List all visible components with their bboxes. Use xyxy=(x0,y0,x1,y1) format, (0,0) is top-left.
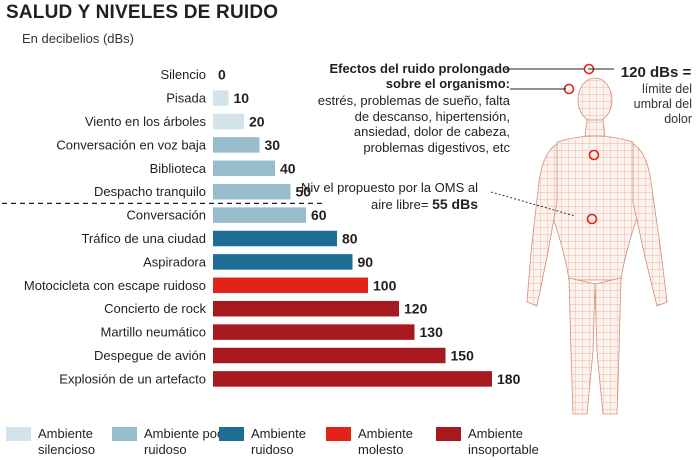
legend-item: Ambiente insoportable xyxy=(436,426,558,458)
threshold-text: límite del umbral del dolor xyxy=(633,82,692,126)
value-label: 60 xyxy=(311,207,327,223)
legend-item: Ambiente silencioso xyxy=(6,426,128,458)
chart-title: SALUD Y NIVELES DE RUIDO xyxy=(6,2,279,23)
value-label: 120 xyxy=(404,301,428,317)
value-label: 80 xyxy=(342,231,358,247)
value-label: 90 xyxy=(358,254,374,270)
category-label: Concierto de rock xyxy=(104,301,206,316)
effects-text: estrés, problemas de sueño, falta de des… xyxy=(317,93,510,155)
bar xyxy=(213,347,446,364)
value-label: 10 xyxy=(234,90,250,106)
bar xyxy=(213,371,492,387)
noise-bar-chart: Silencio 0 Pisada 10 Viento en los árboles 20… xyxy=(2,67,521,387)
category-label: Martillo neumático xyxy=(101,325,207,340)
legend-swatch xyxy=(112,427,137,441)
bar xyxy=(213,137,260,153)
bar xyxy=(213,183,291,200)
bar xyxy=(213,254,353,270)
chart-subtitle: En decibelios (dBs) xyxy=(22,31,134,46)
bar xyxy=(213,324,415,340)
value-label: 50 xyxy=(296,184,312,200)
category-label: Despacho tranquilo xyxy=(94,184,206,199)
legend-item: Ambiente molesto xyxy=(326,426,448,458)
legend-swatch xyxy=(326,427,351,441)
bar xyxy=(213,300,399,317)
effects-heading: Efectos del ruido prolongado sobre el or… xyxy=(329,61,510,91)
bars-layer: Silencio 0 Pisada 10 Viento en los árboles 20… xyxy=(2,67,521,387)
bar xyxy=(213,90,229,106)
legend-item: Ambiente poco ruidoso xyxy=(112,426,234,458)
value-label: 40 xyxy=(280,160,296,176)
category-label: Silencio xyxy=(160,67,206,82)
value-label: 30 xyxy=(265,137,281,153)
legend-swatch xyxy=(436,427,461,441)
oms-text: Niv el propuesto por la OMS al aire libr… xyxy=(300,180,478,212)
category-label: Aspiradora xyxy=(143,254,207,269)
legend-item: Ambiente ruidoso xyxy=(219,426,341,458)
legend: Ambiente silencioso Ambiente poco ruidoso… xyxy=(0,420,700,460)
category-label: Pisada xyxy=(166,91,207,106)
category-label: Tráfico de una ciudad xyxy=(81,231,206,246)
category-label: Motocicleta con escape ruidoso xyxy=(24,278,206,293)
legend-label: Ambiente insoportable xyxy=(468,426,539,457)
bar xyxy=(213,113,244,130)
value-label: 150 xyxy=(451,348,475,364)
threshold-value: 120 dBs = xyxy=(620,64,692,81)
category-label: Biblioteca xyxy=(150,161,207,176)
bar xyxy=(213,277,368,294)
bar xyxy=(213,207,306,223)
legend-label: Ambiente poco ruidoso xyxy=(144,426,231,457)
value-label: 0 xyxy=(218,67,226,83)
category-label: Viento en los árboles xyxy=(85,114,207,129)
legend-swatch xyxy=(6,427,31,441)
category-label: Conversación en voz baja xyxy=(56,137,206,152)
legend-label: Ambiente molesto xyxy=(358,426,413,457)
oms-note: Niv el propuesto por la OMS al aire libr… xyxy=(300,180,478,213)
value-label: 130 xyxy=(420,324,444,340)
bar xyxy=(213,230,337,247)
value-label: 100 xyxy=(373,277,397,293)
oms-value: 55 dBs xyxy=(432,196,478,212)
category-label: Despegue de avión xyxy=(94,348,206,363)
value-label: 180 xyxy=(497,371,521,387)
legend-swatch xyxy=(219,427,244,441)
legend-label: Ambiente ruidoso xyxy=(251,426,306,457)
bar xyxy=(213,160,275,177)
human-body-mesh-icon xyxy=(526,63,668,415)
legend-label: Ambiente silencioso xyxy=(38,426,96,457)
category-label: Explosión de un artefacto xyxy=(59,371,206,386)
category-label: Conversación xyxy=(127,208,207,223)
value-label: 20 xyxy=(249,114,265,130)
